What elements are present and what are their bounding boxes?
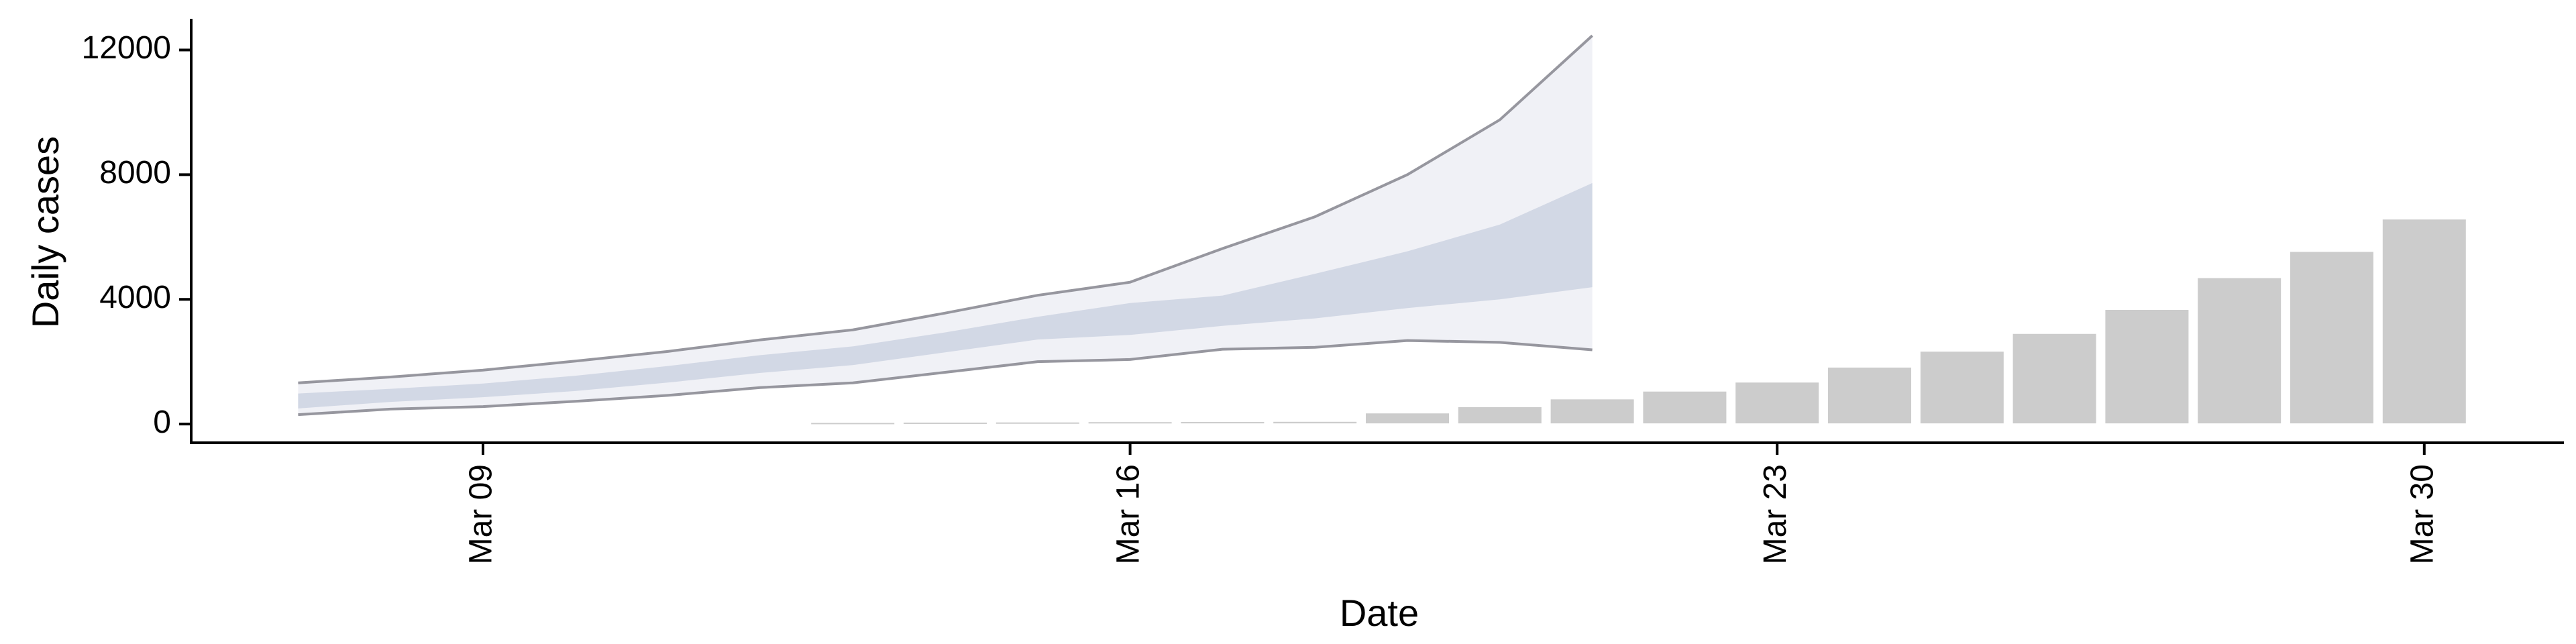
- x-tick-label: Mar 30: [2404, 464, 2440, 564]
- x-axis-title: Date: [1340, 592, 1419, 634]
- axes: [179, 19, 2564, 455]
- y-tick-label: 4000: [99, 280, 171, 315]
- y-tick-label: 0: [153, 405, 171, 440]
- x-tick-label: Mar 16: [1110, 464, 1146, 564]
- daily-case-bars: [811, 219, 2466, 425]
- outer-lower-line: [298, 339, 1593, 417]
- bar-mar-24: [1828, 367, 1911, 424]
- x-tick-label: Mar 23: [1758, 464, 1793, 564]
- y-tick-label: 8000: [99, 155, 171, 191]
- y-axis-title: Daily cases: [24, 136, 66, 328]
- estimate-bands: [298, 34, 1593, 417]
- bar-mar-21: [1550, 399, 1634, 424]
- bar-mar-15: [996, 422, 1079, 424]
- outer-upper-line: [298, 34, 1593, 384]
- bar-mar-25: [1920, 352, 2004, 424]
- bar-mar-30: [2382, 219, 2466, 424]
- bar-mar-13: [811, 423, 895, 425]
- bar-mar-20: [1458, 407, 1542, 424]
- bar-mar-22: [1643, 391, 1727, 424]
- outer-interval-band: [298, 36, 1593, 415]
- bar-mar-14: [904, 422, 987, 424]
- bar-mar-28: [2198, 278, 2282, 424]
- inner-interval-band: [298, 182, 1593, 409]
- bar-mar-19: [1366, 413, 1449, 424]
- y-tick-label: 12000: [82, 30, 171, 66]
- bar-mar-18: [1273, 421, 1357, 424]
- tick-labels: 0 4000 8000 12000 Mar 09 Mar 16 Mar 23 Mar 30: [82, 30, 2440, 564]
- bar-mar-29: [2290, 252, 2373, 424]
- x-tick-label: Mar 09: [464, 464, 499, 564]
- bar-mar-23: [1735, 382, 1819, 424]
- bar-mar-17: [1181, 422, 1265, 424]
- bar-mar-26: [2012, 333, 2096, 424]
- bar-mar-27: [2105, 309, 2189, 424]
- bar-mar-16: [1088, 422, 1172, 424]
